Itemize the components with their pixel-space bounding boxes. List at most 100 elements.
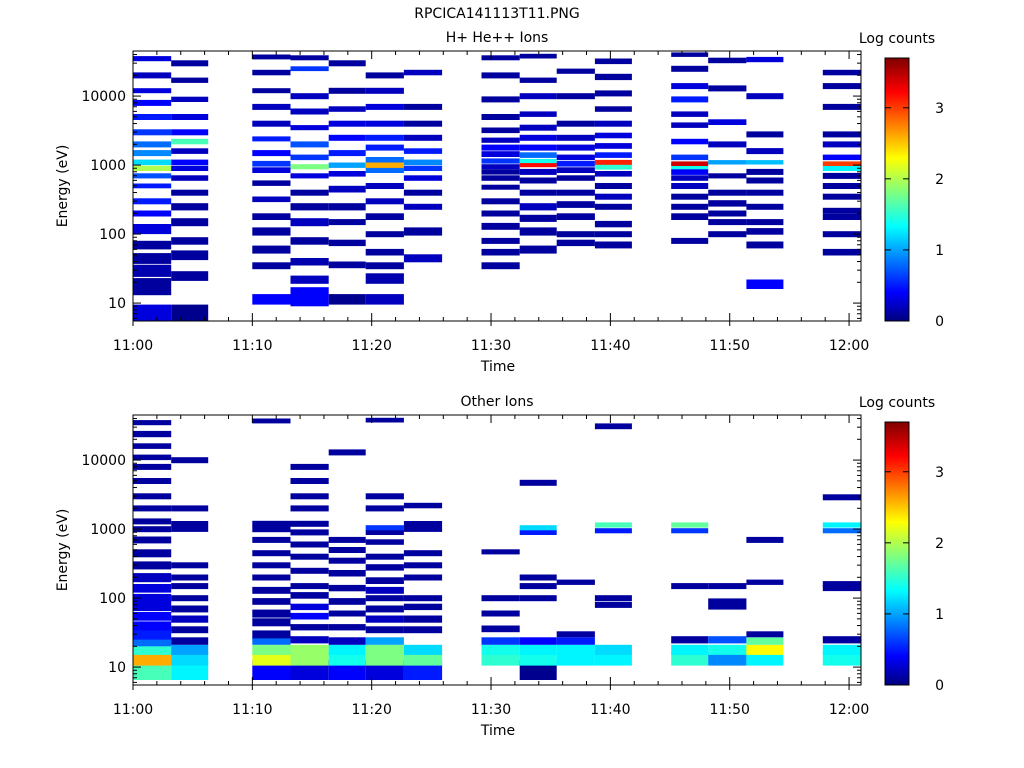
heatmap-cell xyxy=(171,250,209,261)
heatmap-cell xyxy=(171,583,209,590)
heatmap-cell xyxy=(290,592,329,599)
heatmap-cell xyxy=(822,154,861,161)
heatmap-cell xyxy=(290,66,329,72)
heatmap-cell xyxy=(594,220,632,228)
heatmap-cell xyxy=(708,652,747,666)
x-tick-label: 11:40 xyxy=(590,338,630,354)
heatmap-cell xyxy=(290,505,329,512)
heatmap-cell xyxy=(252,103,291,110)
heatmap-cell xyxy=(133,165,172,171)
heatmap-cell xyxy=(708,598,747,605)
heatmap-cell xyxy=(133,129,172,136)
heatmap-cell xyxy=(671,164,709,170)
heatmap-cell xyxy=(328,584,366,592)
heatmap-cell xyxy=(481,184,520,190)
heatmap-cell xyxy=(328,557,366,564)
heatmap-cell xyxy=(671,183,709,189)
heatmap-cell xyxy=(365,637,404,645)
heatmap-cell xyxy=(822,141,861,148)
heatmap-cell xyxy=(133,454,172,461)
heatmap-cell xyxy=(365,248,404,256)
heatmap-cell xyxy=(519,93,557,100)
heatmap-cell xyxy=(328,239,366,247)
heatmap-cell xyxy=(594,203,632,210)
heatmap-cell xyxy=(481,169,520,175)
heatmap-cell xyxy=(481,222,520,230)
heatmap-cell xyxy=(290,493,329,500)
heatmap-cell xyxy=(481,637,520,645)
heatmap-cell xyxy=(746,631,784,638)
heatmap-cell xyxy=(822,248,861,256)
heatmap-cell xyxy=(519,53,557,59)
heatmap-cell xyxy=(171,521,209,527)
heatmap-cell xyxy=(171,96,209,102)
heatmap-cell xyxy=(133,478,172,484)
heatmap-cell xyxy=(594,143,632,149)
heatmap-cell xyxy=(746,536,784,543)
heatmap-cell xyxy=(328,547,366,553)
heatmap-cell xyxy=(746,579,784,585)
heatmap-cell xyxy=(171,237,209,245)
colorbar-tick-label: 2 xyxy=(935,172,944,188)
heatmap-cell xyxy=(365,134,404,141)
heatmap-cell xyxy=(252,630,291,639)
heatmap-cell xyxy=(822,69,861,76)
heatmap-cell xyxy=(519,525,557,531)
heatmap-cell xyxy=(556,239,595,247)
heatmap-cell xyxy=(822,103,861,110)
heatmap-cell xyxy=(290,603,329,611)
x-tick-label: 11:00 xyxy=(113,338,153,354)
heatmap-cell xyxy=(594,601,632,608)
heatmap-cell xyxy=(252,213,291,220)
heatmap-cell xyxy=(822,165,861,171)
heatmap-cell xyxy=(822,161,861,166)
heatmap-cell xyxy=(290,275,329,284)
heatmap-cell xyxy=(171,652,209,666)
heatmap-cell xyxy=(171,60,209,67)
heatmap-cell xyxy=(252,618,291,627)
heatmap-cell xyxy=(746,148,784,155)
heatmap-cell xyxy=(594,152,632,158)
heatmap-cell xyxy=(365,525,404,531)
heatmap-cell xyxy=(290,258,329,266)
colorbar: Log counts 0 1 2 3 xyxy=(859,395,944,694)
heatmap-cell xyxy=(133,430,172,438)
heatmap-cell xyxy=(290,203,329,211)
heatmap-cell xyxy=(328,261,366,269)
heatmap-cell xyxy=(403,615,443,623)
heatmap-cell xyxy=(594,73,632,81)
heatmap-cell xyxy=(556,154,595,161)
heatmap-cell xyxy=(671,213,709,220)
heatmap-cell xyxy=(290,237,329,245)
heatmap-cell xyxy=(403,526,443,532)
heatmap-cell xyxy=(403,562,443,569)
y-tick-label: 10 xyxy=(108,296,126,312)
heatmap-cell xyxy=(822,231,861,238)
colorbar-label: Log counts xyxy=(859,395,935,411)
heatmap-cell xyxy=(171,203,209,211)
heatmap-cell xyxy=(481,262,520,270)
heatmap-cell xyxy=(328,536,366,543)
heatmap-cell xyxy=(133,150,172,157)
heatmap-cell xyxy=(403,165,443,171)
heatmap-cell xyxy=(671,175,709,181)
heatmap-cell xyxy=(133,420,172,426)
heatmap-cell xyxy=(519,144,557,151)
heatmap-cell xyxy=(365,183,404,189)
heatmap-cell xyxy=(746,228,784,235)
heatmap-cell xyxy=(556,201,595,208)
y-tick-label: 1000 xyxy=(90,522,126,538)
heatmap-cell xyxy=(328,185,366,193)
heatmap-cell xyxy=(671,52,709,57)
heatmap-cell xyxy=(594,120,632,127)
heatmap-cell xyxy=(171,304,209,321)
heatmap-cell xyxy=(481,127,520,134)
heatmap-cell xyxy=(708,189,747,196)
heatmap-cell xyxy=(252,160,291,167)
heatmap-cell xyxy=(481,625,520,633)
heatmap-cell xyxy=(290,567,329,574)
heatmap-cell xyxy=(481,151,520,157)
heatmap-cell xyxy=(252,520,291,527)
heatmap-cell xyxy=(594,132,632,139)
heatmap-cell xyxy=(403,120,443,127)
